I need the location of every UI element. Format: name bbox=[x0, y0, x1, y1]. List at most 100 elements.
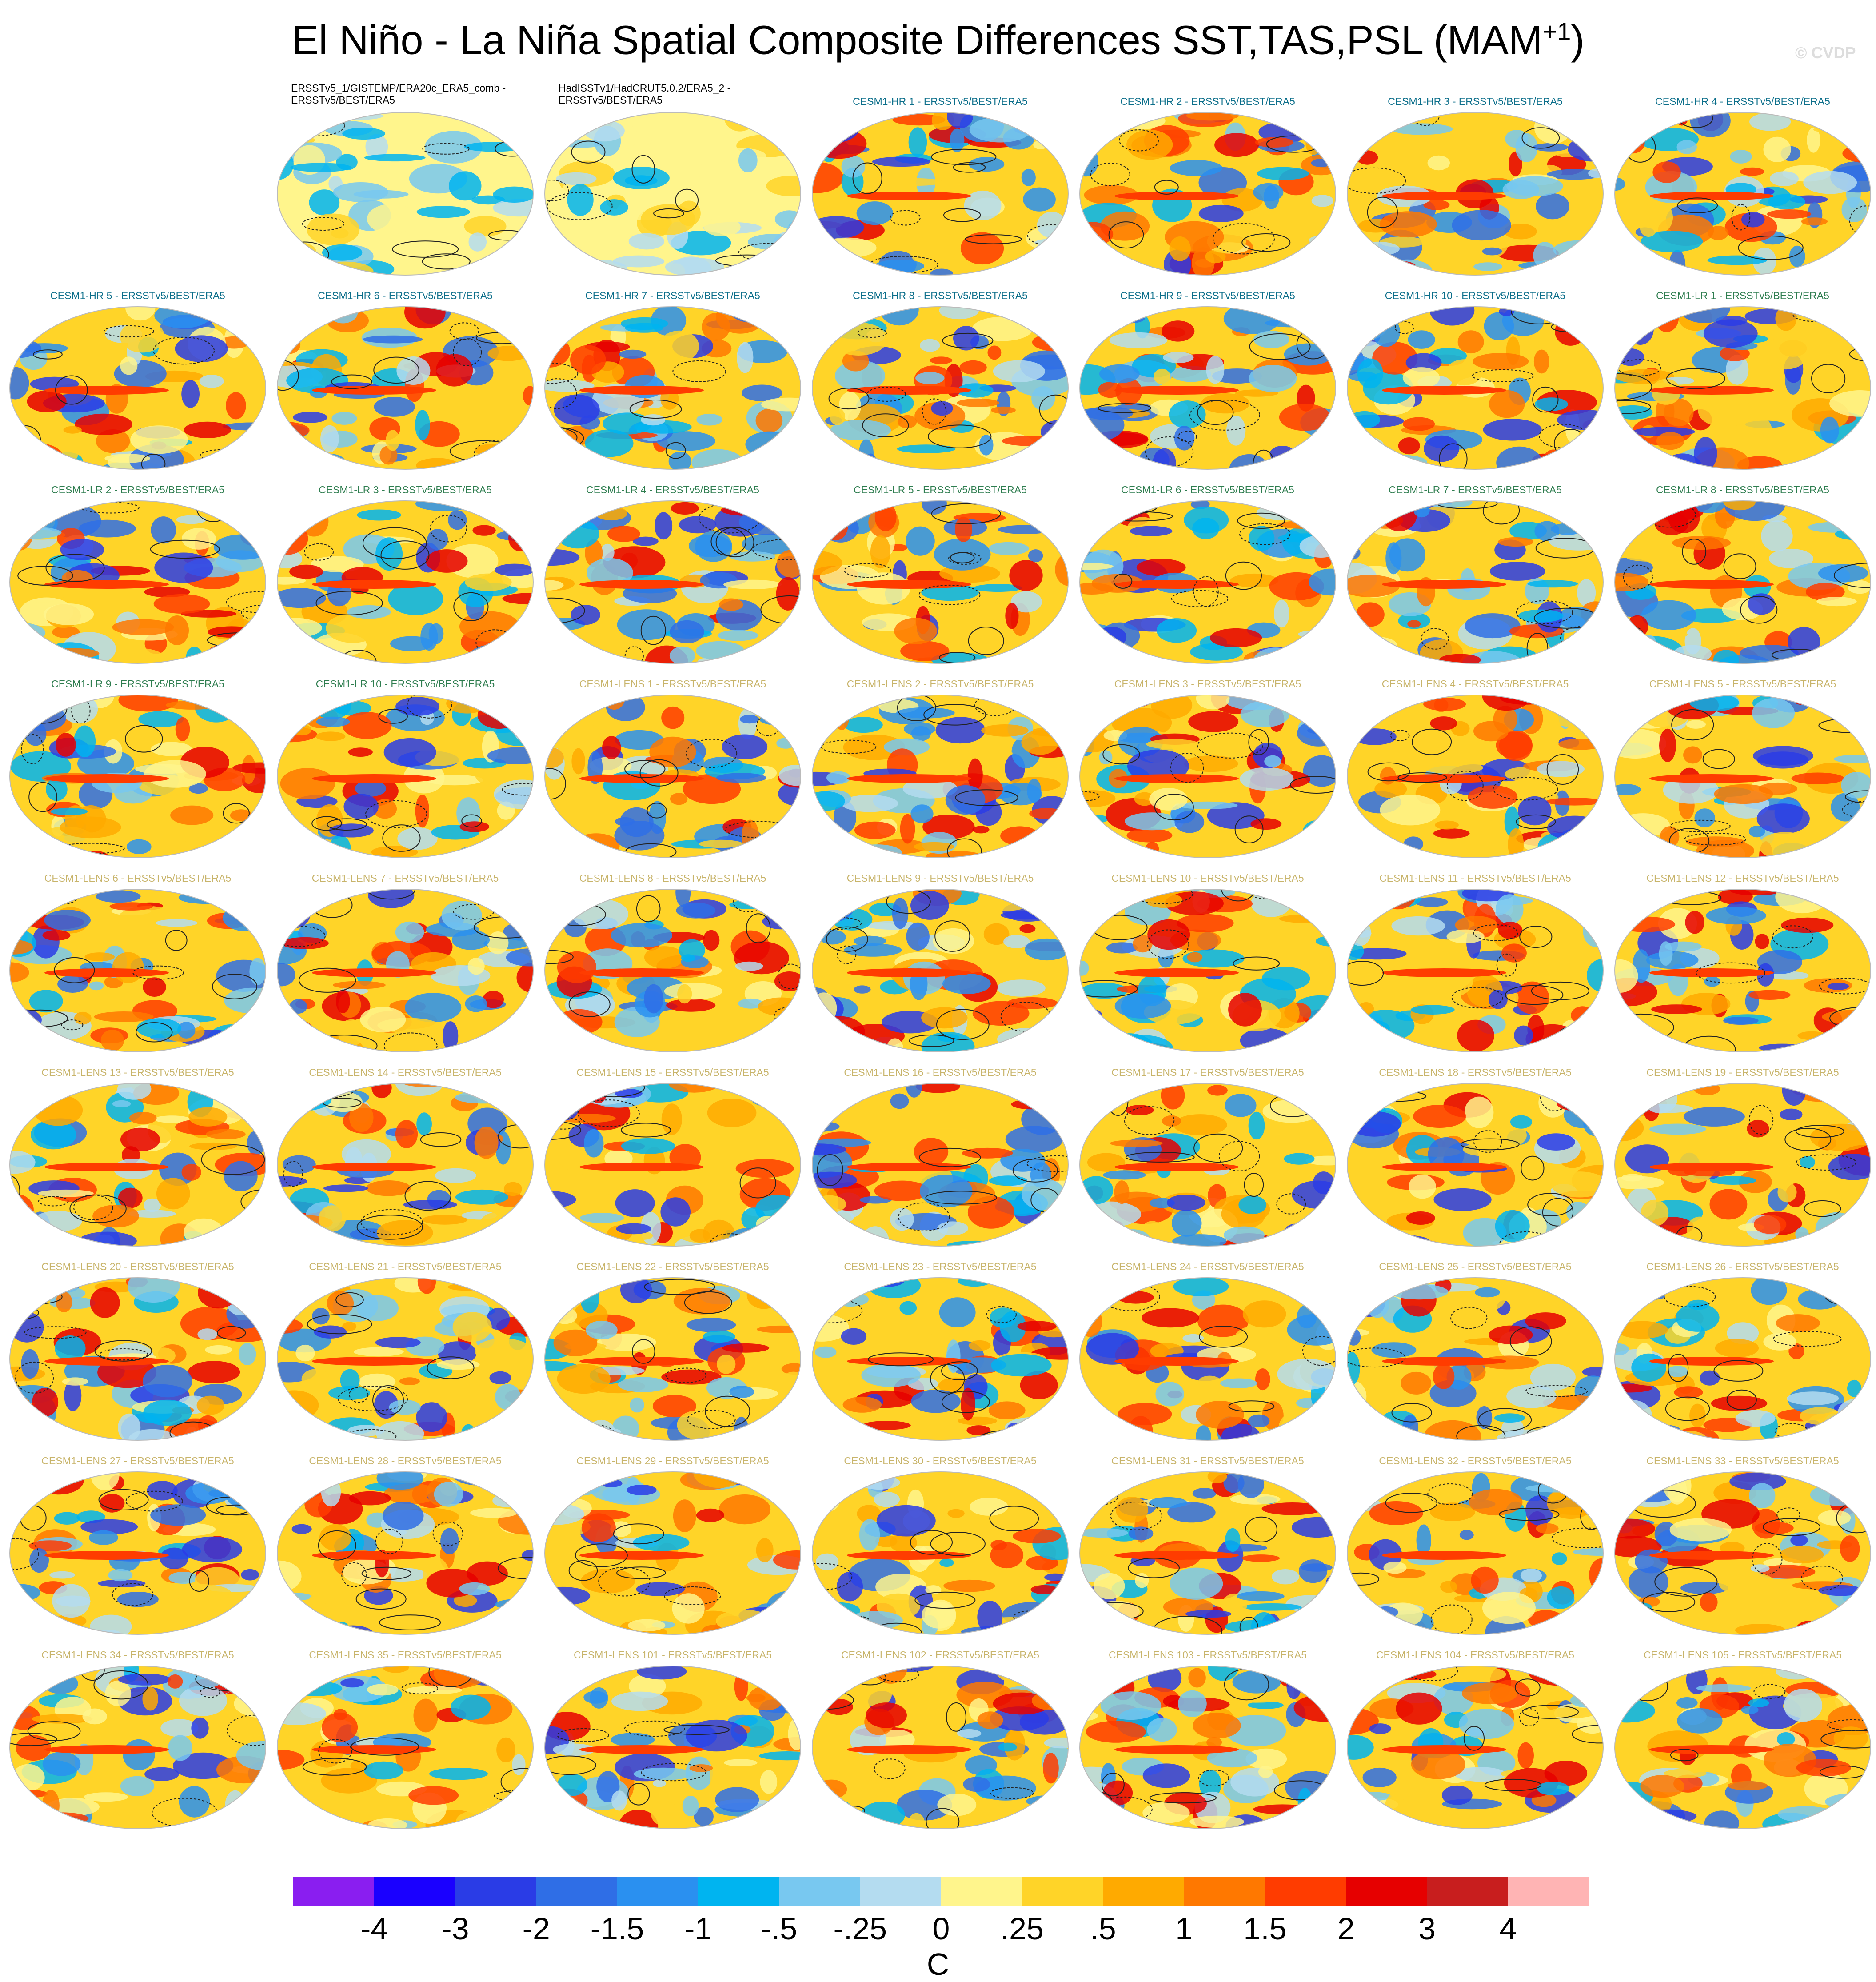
map-panel: CESM1-LENS 101 - ERSSTv5/BEST/ERA5 bbox=[542, 1649, 804, 1831]
colorbar-box bbox=[1103, 1877, 1185, 1906]
map-panel-label: CESM1-LENS 31 - ERSSTv5/BEST/ERA5 bbox=[1111, 1455, 1304, 1467]
map-panel: CESM1-LR 9 - ERSSTv5/BEST/ERA5 bbox=[7, 678, 269, 860]
map-panel: CESM1-LENS 103 - ERSSTv5/BEST/ERA5 bbox=[1077, 1649, 1339, 1831]
colorbar-tick-label: 0 bbox=[932, 1911, 950, 1946]
robinson-map bbox=[277, 306, 534, 470]
robinson-map bbox=[812, 1666, 1069, 1829]
robinson-map bbox=[277, 1666, 534, 1829]
colorbar-tick-label: 2 bbox=[1337, 1911, 1355, 1946]
map-panel-label: CESM1-LR 4 - ERSSTv5/BEST/ERA5 bbox=[586, 484, 759, 496]
robinson-map bbox=[1079, 1083, 1336, 1247]
map-panel: CESM1-LENS 22 - ERSSTv5/BEST/ERA5 bbox=[542, 1261, 804, 1443]
robinson-map bbox=[277, 1277, 534, 1441]
map-panel: CESM1-HR 5 - ERSSTv5/BEST/ERA5 bbox=[7, 290, 269, 472]
map-panel-label: CESM1-LENS 30 - ERSSTv5/BEST/ERA5 bbox=[844, 1455, 1037, 1467]
colorbar-tick-label: -.25 bbox=[833, 1911, 887, 1946]
robinson-map bbox=[544, 695, 801, 858]
map-panel: CESM1-LENS 12 - ERSSTv5/BEST/ERA5 bbox=[1612, 872, 1874, 1055]
map-panel: CESM1-LENS 18 - ERSSTv5/BEST/ERA5 bbox=[1344, 1067, 1606, 1249]
map-panel-label: CESM1-LENS 27 - ERSSTv5/BEST/ERA5 bbox=[41, 1455, 234, 1467]
map-panel: CESM1-LENS 31 - ERSSTv5/BEST/ERA5 bbox=[1077, 1455, 1339, 1637]
map-panel-label: CESM1-LR 3 - ERSSTv5/BEST/ERA5 bbox=[319, 484, 492, 496]
map-panel-label: CESM1-LENS 17 - ERSSTv5/BEST/ERA5 bbox=[1111, 1067, 1304, 1078]
robinson-map bbox=[544, 112, 801, 276]
robinson-map bbox=[1347, 1083, 1604, 1247]
map-panel-label: CESM1-HR 7 - ERSSTv5/BEST/ERA5 bbox=[585, 290, 760, 301]
robinson-map bbox=[1347, 889, 1604, 1052]
robinson-map bbox=[1614, 1471, 1871, 1635]
colorbar-box bbox=[779, 1877, 861, 1906]
map-panel: CESM1-LENS 5 - ERSSTv5/BEST/ERA5 bbox=[1612, 678, 1874, 860]
robinson-map bbox=[1614, 112, 1871, 276]
map-panel-label: CESM1-LENS 1 - ERSSTv5/BEST/ERA5 bbox=[579, 678, 766, 690]
colorbar-tick-label: -3 bbox=[441, 1911, 469, 1946]
robinson-map bbox=[1347, 1277, 1604, 1441]
map-panel: CESM1-LENS 26 - ERSSTv5/BEST/ERA5 bbox=[1612, 1261, 1874, 1443]
map-panel: CESM1-LR 4 - ERSSTv5/BEST/ERA5 bbox=[542, 484, 804, 666]
robinson-map bbox=[9, 306, 266, 470]
map-panel: CESM1-LENS 19 - ERSSTv5/BEST/ERA5 bbox=[1612, 1067, 1874, 1249]
colorbar-box bbox=[1508, 1877, 1589, 1906]
robinson-map bbox=[277, 889, 534, 1052]
robinson-map bbox=[1079, 500, 1336, 664]
robinson-map bbox=[812, 889, 1069, 1052]
map-panel-label: CESM1-LR 6 - ERSSTv5/BEST/ERA5 bbox=[1121, 484, 1294, 496]
map-panel-label: CESM1-LR 10 - ERSSTv5/BEST/ERA5 bbox=[315, 678, 495, 690]
map-panel-label: CESM1-LENS 7 - ERSSTv5/BEST/ERA5 bbox=[311, 872, 499, 884]
robinson-map bbox=[544, 1666, 801, 1829]
map-panel-label: CESM1-LENS 26 - ERSSTv5/BEST/ERA5 bbox=[1646, 1261, 1839, 1272]
colorbar-tick-label: .5 bbox=[1090, 1911, 1116, 1946]
map-panel: CESM1-HR 3 - ERSSTv5/BEST/ERA5 bbox=[1344, 96, 1606, 278]
map-panel: HadISSTv1/HadCRUT5.0.2/ERA5_2 - ERSSTv5/… bbox=[542, 82, 804, 278]
colorbar-box bbox=[698, 1877, 779, 1906]
robinson-map bbox=[1347, 695, 1604, 858]
robinson-map bbox=[277, 500, 534, 664]
robinson-map bbox=[544, 1083, 801, 1247]
robinson-map bbox=[9, 500, 266, 664]
map-panel-label: HadISSTv1/HadCRUT5.0.2/ERA5_2 - ERSSTv5/… bbox=[559, 82, 731, 106]
robinson-map bbox=[1079, 695, 1336, 858]
map-panel: CESM1-LENS 32 - ERSSTv5/BEST/ERA5 bbox=[1344, 1455, 1606, 1637]
robinson-map bbox=[1079, 1277, 1336, 1441]
robinson-map bbox=[1614, 306, 1871, 470]
map-panel-label: CESM1-LENS 18 - ERSSTv5/BEST/ERA5 bbox=[1379, 1067, 1572, 1078]
map-panel: CESM1-LENS 29 - ERSSTv5/BEST/ERA5 bbox=[542, 1455, 804, 1637]
robinson-map bbox=[1347, 500, 1604, 664]
colorbar-box bbox=[941, 1877, 1022, 1906]
robinson-map bbox=[9, 1666, 266, 1829]
colorbar-tick-label: 3 bbox=[1418, 1911, 1436, 1946]
map-panel: CESM1-LENS 7 - ERSSTv5/BEST/ERA5 bbox=[274, 872, 536, 1055]
map-panel: CESM1-LENS 13 - ERSSTv5/BEST/ERA5 bbox=[7, 1067, 269, 1249]
map-panel: CESM1-HR 9 - ERSSTv5/BEST/ERA5 bbox=[1077, 290, 1339, 472]
map-panel-label: CESM1-HR 6 - ERSSTv5/BEST/ERA5 bbox=[318, 290, 493, 301]
map-panel: CESM1-LENS 2 - ERSSTv5/BEST/ERA5 bbox=[809, 678, 1071, 860]
robinson-map bbox=[277, 695, 534, 858]
robinson-map bbox=[9, 1083, 266, 1247]
map-panel: CESM1-LENS 35 - ERSSTv5/BEST/ERA5 bbox=[274, 1649, 536, 1831]
colorbar-box bbox=[455, 1877, 537, 1906]
robinson-map bbox=[1079, 889, 1336, 1052]
colorbar-tick-label: -2 bbox=[522, 1911, 550, 1946]
colorbar bbox=[293, 1877, 1589, 1906]
map-panel: CESM1-LENS 17 - ERSSTv5/BEST/ERA5 bbox=[1077, 1067, 1339, 1249]
map-panel-label: CESM1-LENS 2 - ERSSTv5/BEST/ERA5 bbox=[846, 678, 1034, 690]
map-panel-label: CESM1-LENS 11 - ERSSTv5/BEST/ERA5 bbox=[1379, 872, 1571, 884]
map-panel-label: CESM1-LENS 33 - ERSSTv5/BEST/ERA5 bbox=[1646, 1455, 1839, 1467]
map-panel-label: CESM1-LENS 6 - ERSSTv5/BEST/ERA5 bbox=[44, 872, 232, 884]
colorbar-tick-label: -1 bbox=[684, 1911, 712, 1946]
map-panel: CESM1-LENS 21 - ERSSTv5/BEST/ERA5 bbox=[274, 1261, 536, 1443]
map-panel-label: CESM1-LENS 104 - ERSSTv5/BEST/ERA5 bbox=[1376, 1649, 1575, 1661]
robinson-map bbox=[9, 695, 266, 858]
map-panel: CESM1-HR 8 - ERSSTv5/BEST/ERA5 bbox=[809, 290, 1071, 472]
map-panel-label: CESM1-LENS 19 - ERSSTv5/BEST/ERA5 bbox=[1646, 1067, 1839, 1078]
map-panel-label: CESM1-HR 10 - ERSSTv5/BEST/ERA5 bbox=[1385, 290, 1566, 301]
map-panel: CESM1-LR 10 - ERSSTv5/BEST/ERA5 bbox=[274, 678, 536, 860]
figure-title: El Niño - La Niña Spatial Composite Diff… bbox=[291, 17, 1585, 63]
map-panel-grid: ERSSTv5_1/GISTEMP/ERA20c_ERA5_comb - ERS… bbox=[7, 82, 1874, 1831]
map-panel-label: CESM1-LR 9 - ERSSTv5/BEST/ERA5 bbox=[51, 678, 224, 690]
map-panel-label: CESM1-LENS 16 - ERSSTv5/BEST/ERA5 bbox=[844, 1067, 1037, 1078]
robinson-map bbox=[812, 306, 1069, 470]
map-panel-label: CESM1-HR 4 - ERSSTv5/BEST/ERA5 bbox=[1655, 96, 1830, 107]
map-panel-label: CESM1-LENS 3 - ERSSTv5/BEST/ERA5 bbox=[1114, 678, 1301, 690]
map-panel: CESM1-LR 8 - ERSSTv5/BEST/ERA5 bbox=[1612, 484, 1874, 666]
